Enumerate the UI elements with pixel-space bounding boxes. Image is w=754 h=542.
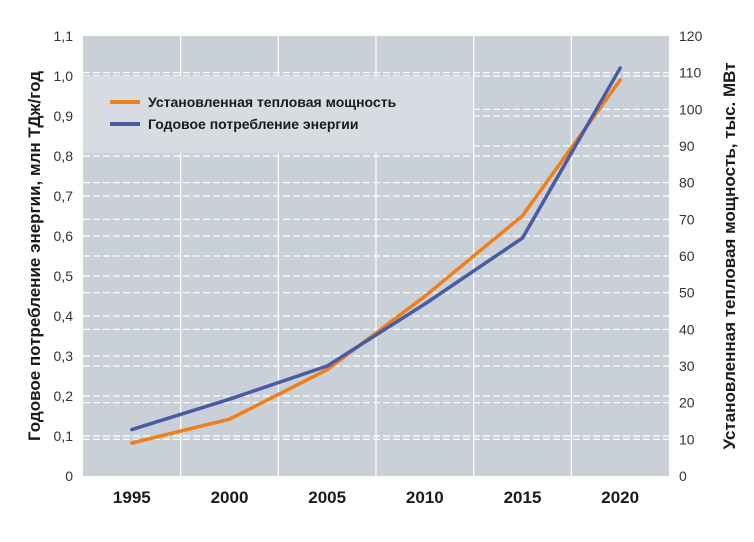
series-layer xyxy=(130,66,622,445)
left-tick-label: 0,1 xyxy=(54,428,74,444)
right-tick-label: 30 xyxy=(679,358,695,374)
left-tick-label: 0,9 xyxy=(54,108,74,124)
left-axis-title: Годовое потребление энергии, млн ТДж/год xyxy=(25,71,44,441)
right-tick-label: 50 xyxy=(679,285,695,301)
left-axis-ticks: 0 0,1 0,2 0,3 0,4 0,5 0,6 0,7 0,8 0,9 1,0 1,1 xyxy=(54,28,74,484)
right-tick-label: 120 xyxy=(679,28,703,44)
left-tick-label: 0,3 xyxy=(54,348,74,364)
right-tick-label: 80 xyxy=(679,175,695,191)
left-tick-label: 1,1 xyxy=(54,28,74,44)
right-tick-label: 20 xyxy=(679,395,695,411)
left-tick-label: 0,7 xyxy=(54,188,74,204)
right-tick-label: 100 xyxy=(679,101,703,117)
left-tick-label: 0,8 xyxy=(54,148,74,164)
x-axis-ticks: 1995 2000 2005 2010 2015 2020 xyxy=(113,488,639,507)
x-tick-label: 1995 xyxy=(113,488,151,507)
legend-background xyxy=(83,76,473,153)
x-tick-label: 2005 xyxy=(308,488,346,507)
right-axis-title: Установленная тепловая мощность, тыс. МВ… xyxy=(720,62,739,449)
right-tick-label: 70 xyxy=(679,211,695,227)
x-tick-label: 2010 xyxy=(406,488,444,507)
right-tick-label: 60 xyxy=(679,248,695,264)
series-line-energy-consumption xyxy=(130,66,622,432)
legend-label-energy-consumption: Годовое потребление энергии xyxy=(148,116,358,132)
legend-label-heat-capacity: Установленная тепловая мощность xyxy=(148,94,397,110)
left-tick-label: 0,5 xyxy=(54,268,74,284)
right-tick-label: 110 xyxy=(679,65,702,81)
right-tick-label: 0 xyxy=(679,468,687,484)
legend: Установленная тепловая мощность Годовое … xyxy=(83,76,473,153)
x-tick-label: 2000 xyxy=(211,488,249,507)
x-tick-label: 2015 xyxy=(504,488,542,507)
left-tick-label: 0 xyxy=(65,468,73,484)
left-tick-label: 1,0 xyxy=(54,68,74,84)
left-tick-label: 0,2 xyxy=(54,388,74,404)
left-tick-label: 0,6 xyxy=(54,228,74,244)
right-tick-label: 40 xyxy=(679,321,695,337)
left-tick-label: 0,4 xyxy=(54,308,74,324)
right-axis-ticks: 0 10 20 30 40 50 60 70 80 90 100 110 120 xyxy=(679,28,703,484)
right-tick-label: 90 xyxy=(679,138,695,154)
right-tick-label: 10 xyxy=(679,431,695,447)
x-tick-label: 2020 xyxy=(601,488,639,507)
